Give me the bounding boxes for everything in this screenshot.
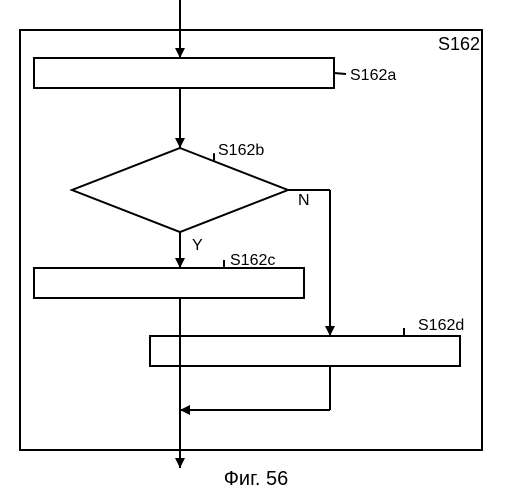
label-yes: Y bbox=[192, 237, 203, 254]
leader-a bbox=[334, 73, 346, 74]
process-box-c bbox=[34, 268, 304, 298]
arrowhead-icon bbox=[325, 326, 335, 336]
figure-caption: Фиг. 56 bbox=[224, 468, 289, 490]
label-box-c: S162c bbox=[230, 252, 275, 269]
arrowhead-icon bbox=[180, 405, 190, 415]
arrowhead-icon bbox=[175, 458, 185, 468]
process-box-a bbox=[34, 58, 334, 88]
arrowhead-icon bbox=[175, 258, 185, 268]
label-no: N bbox=[298, 192, 310, 209]
arrowhead-icon bbox=[175, 48, 185, 58]
process-box-d bbox=[150, 336, 460, 366]
label-outer: S162 bbox=[438, 34, 480, 54]
label-box-a: S162a bbox=[350, 67, 396, 84]
label-decision: S162b bbox=[218, 142, 264, 159]
outer-box bbox=[20, 30, 482, 450]
decision-diamond bbox=[72, 148, 288, 232]
label-box-d: S162d bbox=[418, 317, 464, 334]
flowchart-diagram: S162 S162a S162b S162c S162d Y N Фиг. 56 bbox=[0, 0, 512, 500]
arrowhead-icon bbox=[175, 138, 185, 148]
